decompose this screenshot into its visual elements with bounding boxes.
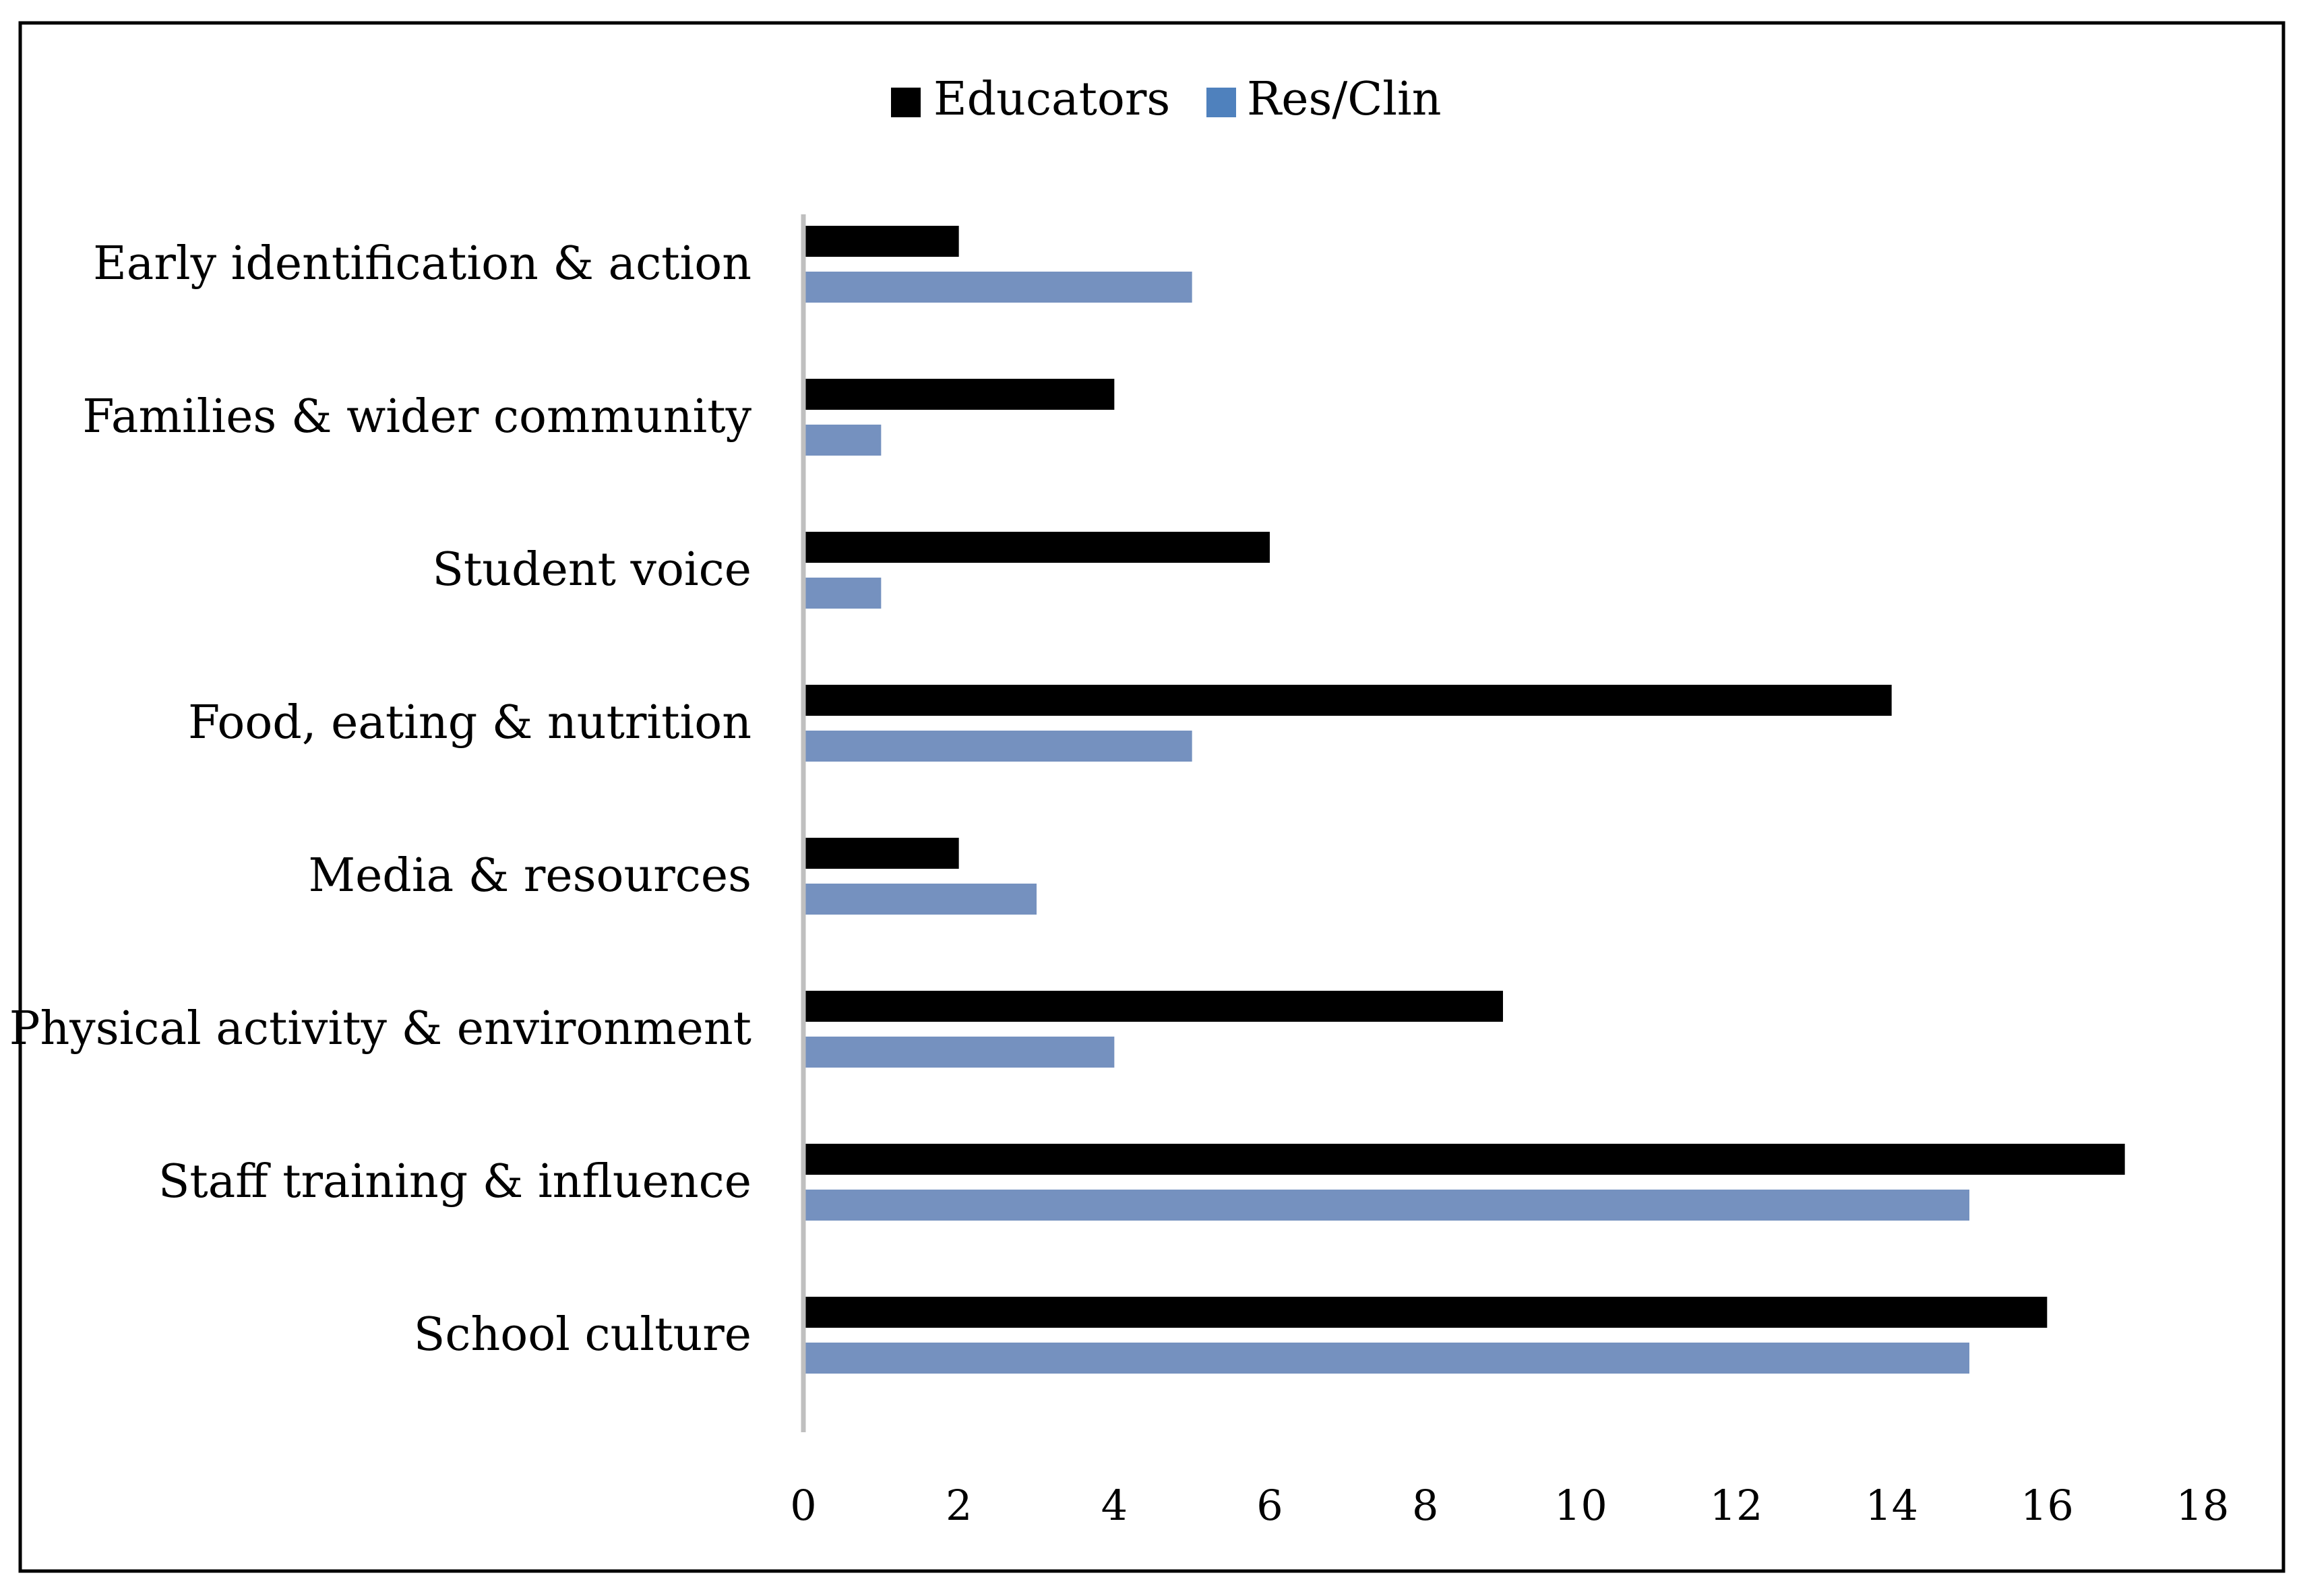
bar-educators-food-eating-nutrition [805, 685, 1892, 716]
x-tick-label: 4 [1101, 1481, 1128, 1530]
bar-res-clin-physical-activity-environment [805, 1037, 1115, 1068]
x-tick-label: 12 [1710, 1481, 1763, 1530]
category-labels: Early identification & action Families & … [9, 237, 752, 1361]
x-tick-label: 6 [1256, 1481, 1283, 1530]
category-label: Media & resources [308, 849, 751, 902]
x-tick-label: 8 [1412, 1481, 1438, 1530]
category-label: Families & wider community [82, 390, 751, 443]
bar-educators-families-wider-community [805, 379, 1115, 410]
x-tick-label: 16 [2021, 1481, 2074, 1530]
category-label: School culture [414, 1308, 751, 1361]
legend-label-educators: Educators [933, 73, 1170, 126]
category-label: Staff training & influence [158, 1155, 751, 1208]
x-tick-label: 10 [1554, 1481, 1607, 1530]
category-label: Physical activity & environment [9, 1002, 751, 1055]
bar-educators-media-resources [805, 838, 959, 869]
bar-res-clin-early-identification-action [805, 272, 1192, 303]
bar-res-clin-media-resources [805, 884, 1037, 915]
bar-res-clin-staff-training-influence [805, 1190, 1969, 1221]
x-tick-label: 0 [790, 1481, 816, 1530]
category-label: Food, eating & nutrition [188, 696, 751, 749]
bar-res-clin-school-culture [805, 1343, 1969, 1374]
bar-res-clin-food-eating-nutrition [805, 731, 1192, 762]
bar-educators-physical-activity-environment [805, 991, 1503, 1022]
bar-res-clin-families-wider-community [805, 425, 882, 456]
x-tick-label: 2 [946, 1481, 972, 1530]
bar-educators-school-culture [805, 1297, 2048, 1328]
legend: Educators Res/Clin [891, 73, 1442, 126]
category-label: Student voice [432, 543, 751, 596]
category-label: Early identification & action [93, 237, 751, 290]
legend-swatch-educators [891, 88, 921, 117]
legend-label-res-clin: Res/Clin [1247, 73, 1442, 126]
bars-group [805, 226, 2125, 1374]
x-tick-label: 14 [1865, 1481, 1918, 1530]
legend-swatch-res-clin [1206, 88, 1236, 117]
x-tick-label: 18 [2176, 1481, 2230, 1530]
bar-educators-early-identification-action [805, 226, 959, 257]
bar-res-clin-student-voice [805, 578, 882, 609]
x-axis-ticks: 0 2 4 6 8 10 12 14 16 18 [790, 1481, 2229, 1530]
bar-educators-student-voice [805, 532, 1270, 563]
bar-educators-staff-training-influence [805, 1144, 2125, 1175]
